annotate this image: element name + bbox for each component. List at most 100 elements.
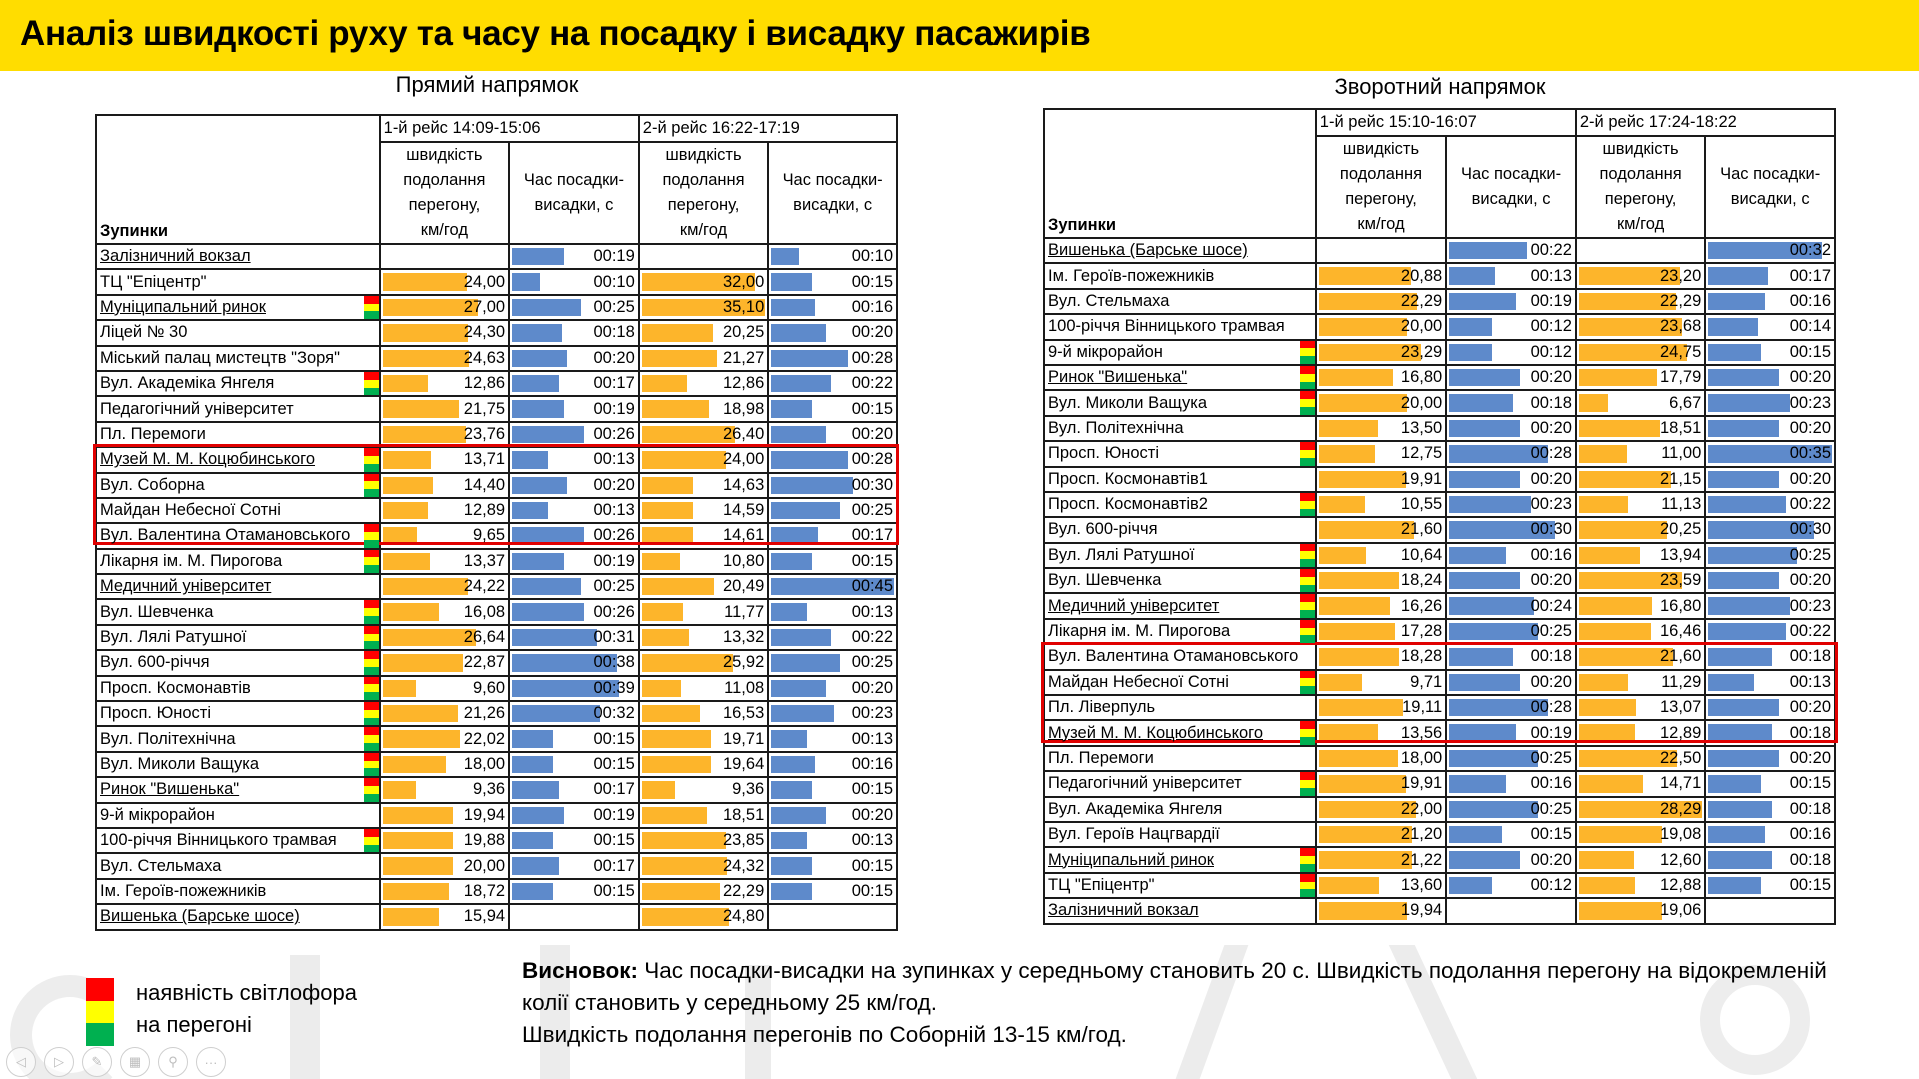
dwell-time-cell: 00:26 bbox=[508, 420, 640, 449]
dwell-time-value: 00:22 bbox=[851, 628, 893, 647]
speed-value: 18,24 bbox=[1400, 571, 1443, 590]
speed-value: 11,13 bbox=[1661, 495, 1702, 514]
table-row: Просп. Юності 12,75 00:28 11,00 00:35 bbox=[1043, 440, 1836, 468]
speed-data-bar bbox=[641, 755, 711, 774]
speed-data-bar bbox=[1318, 724, 1379, 742]
dwell-time-cell: 00:19 bbox=[508, 547, 640, 576]
dwell-time-cell: 00:28 bbox=[1445, 440, 1577, 468]
dwell-time-cell: 00:17 bbox=[508, 852, 640, 880]
speed-cell: 11,13 bbox=[1574, 490, 1707, 519]
stop-name: Педагогічний університет bbox=[1048, 774, 1242, 793]
speed-value: 20,25 bbox=[722, 323, 765, 342]
speed-data-bar bbox=[1318, 749, 1399, 768]
speed-cell: 22,29 bbox=[1314, 287, 1448, 316]
time-data-bar bbox=[771, 527, 818, 545]
table-row: Вул. Валентина Отамановського 18,28 00:18 2… bbox=[1043, 643, 1836, 671]
traffic-light-icon bbox=[363, 449, 378, 471]
speed-value: 18,00 bbox=[1400, 749, 1443, 767]
dwell-time-value: 00:16 bbox=[1789, 291, 1831, 310]
dwell-time-cell: 00:13 bbox=[767, 826, 898, 855]
speed-value: 14,61 bbox=[722, 526, 765, 545]
dwell-time-cell: 00:16 bbox=[1445, 770, 1577, 798]
speed-data-bar bbox=[1578, 495, 1628, 514]
speed-value: 19,06 bbox=[1660, 901, 1702, 920]
stop-name: Вул. Стельмаха bbox=[100, 856, 222, 875]
time-data-bar bbox=[512, 654, 617, 672]
next-slide-icon[interactable]: ▷ bbox=[44, 1047, 74, 1077]
speed-value: 24,32 bbox=[722, 856, 765, 875]
speed-value: 13,32 bbox=[722, 628, 765, 647]
speed-value: 13,37 bbox=[463, 551, 506, 570]
dwell-time-value: 00:18 bbox=[1789, 850, 1831, 869]
previous-slide-icon[interactable]: ◁ bbox=[6, 1047, 36, 1077]
stop-name-cell: Просп. Космонавтів2 bbox=[1043, 490, 1317, 519]
speed-cell: 19,91 bbox=[1314, 465, 1448, 493]
table-row: Вул. Миколи Ващука 18,00 00:15 19,64 00:16 bbox=[95, 750, 898, 779]
table-row: Вул. Шевченка 18,24 00:20 23,59 00:20 bbox=[1043, 567, 1836, 595]
dwell-time-value: 00:26 bbox=[593, 602, 635, 621]
speed-cell: 18,00 bbox=[1314, 744, 1448, 773]
speed-data-bar bbox=[382, 501, 429, 520]
table-row: Муніципальний ринок 21,22 00:20 12,60 00:18 bbox=[1043, 846, 1836, 874]
speed-data-bar bbox=[1318, 368, 1393, 387]
stop-name-cell: Вул. Політехнічна bbox=[95, 725, 381, 753]
time-data-bar bbox=[771, 501, 840, 520]
stop-name: Вул. 600-річчя bbox=[1048, 520, 1158, 539]
time-data-bar bbox=[1708, 267, 1769, 285]
stop-name: Ліцей № 30 bbox=[100, 323, 188, 342]
speed-value: 23,59 bbox=[1660, 571, 1702, 590]
traffic-light-icon bbox=[363, 372, 378, 395]
pen-tool-icon[interactable]: ✎ bbox=[82, 1047, 112, 1077]
dwell-time-cell: 00:20 bbox=[1704, 414, 1836, 443]
speed-data-bar bbox=[641, 857, 728, 875]
stop-name: Вул. Соборна bbox=[100, 475, 205, 494]
dwell-time-value: 00:17 bbox=[1789, 266, 1831, 285]
slide-sorter-icon[interactable]: ▦ bbox=[120, 1047, 150, 1077]
speed-value: 23,76 bbox=[463, 424, 506, 443]
time-column-header: Час посадки-висадки, с bbox=[1445, 135, 1577, 239]
table-row: 9-й мікрорайон 23,29 00:12 24,75 00:15 bbox=[1043, 338, 1836, 366]
time-data-bar bbox=[1449, 292, 1517, 311]
stop-name: Медичний університет bbox=[100, 577, 272, 596]
time-data-bar bbox=[1449, 800, 1538, 818]
speed-value: 12,60 bbox=[1660, 850, 1702, 869]
zoom-icon[interactable]: ⚲ bbox=[158, 1047, 188, 1077]
speed-cell: 19,88 bbox=[378, 826, 511, 855]
speed-cell: 24,22 bbox=[378, 573, 511, 601]
stop-name-cell: Ліцей № 30 bbox=[95, 319, 381, 347]
table-row: Просп. Юності 21,26 00:32 16,53 00:23 bbox=[95, 700, 898, 728]
dwell-time-value: 00:15 bbox=[593, 755, 635, 773]
speed-value: 21,26 bbox=[463, 704, 506, 723]
table-row: Педагогічний університет 19,91 00:16 14,71 0… bbox=[1043, 770, 1836, 798]
dwell-time-value: 00:15 bbox=[1789, 774, 1831, 793]
more-options-icon[interactable]: ··· bbox=[196, 1047, 226, 1077]
speed-data-bar bbox=[1318, 572, 1400, 590]
speed-value: 19,64 bbox=[722, 755, 765, 773]
speed-value: 24,63 bbox=[463, 348, 506, 367]
dwell-time-cell: 00:20 bbox=[1704, 744, 1836, 773]
speed-value: 16,46 bbox=[1660, 622, 1702, 641]
table-row: Вул. Валентина Отамановського 9,65 00:26 14… bbox=[95, 522, 898, 550]
dwell-time-value: 00:13 bbox=[851, 602, 893, 621]
speed-value: 19,11 bbox=[1402, 698, 1443, 717]
dwell-time-value: 00:20 bbox=[1789, 571, 1831, 590]
stop-name-cell: Муніципальний ринок bbox=[95, 293, 381, 322]
time-data-bar bbox=[1449, 749, 1538, 768]
stop-name-cell: Лікарня ім. М. Пирогова bbox=[1043, 617, 1317, 646]
time-data-bar bbox=[771, 806, 826, 824]
speed-data-bar bbox=[1578, 546, 1640, 565]
time-data-bar bbox=[1449, 622, 1538, 641]
speed-data-bar bbox=[1578, 673, 1629, 692]
dwell-time-value: 00:32 bbox=[1789, 241, 1831, 260]
reverse-direction-caption: Зворотний напрямок bbox=[1334, 74, 1546, 99]
speed-value: 18,00 bbox=[463, 755, 506, 773]
dwell-time-value: 00:17 bbox=[593, 856, 635, 875]
time-data-bar bbox=[771, 374, 832, 393]
dwell-time-cell: 00:13 bbox=[1445, 262, 1577, 290]
speed-value: 22,87 bbox=[463, 653, 506, 672]
speed-data-bar bbox=[1578, 572, 1682, 590]
speed-cell: 20,25 bbox=[637, 319, 770, 347]
dwell-time-value: 00:19 bbox=[1530, 291, 1572, 310]
table-row: Вул. Лялі Ратушної 26,64 00:31 13,32 00:22 bbox=[95, 623, 898, 652]
stop-name-cell: Вул. Шевченка bbox=[1043, 567, 1317, 595]
